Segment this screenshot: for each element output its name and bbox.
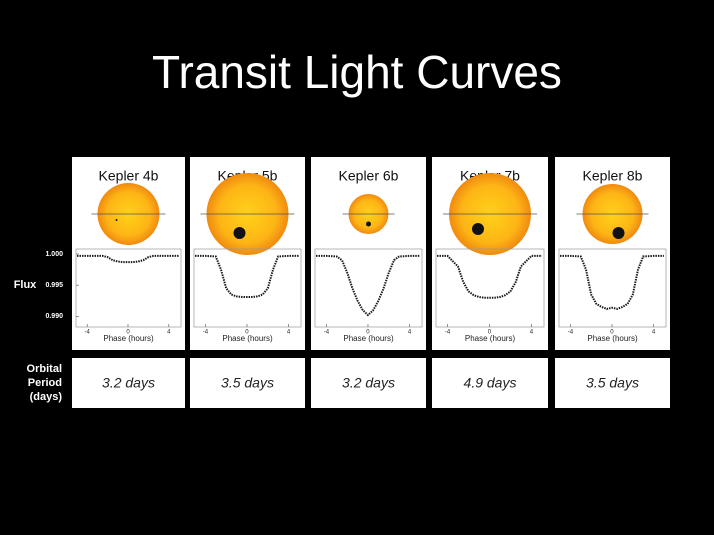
y-tick-label: 1.000 [45,251,63,258]
period-cell [311,358,426,408]
planet [366,221,371,227]
planet [612,227,625,239]
period-label: Period [28,377,62,389]
x-axis-label: Phase (hours) [103,334,154,343]
x-tick-label: 0 [610,330,614,336]
x-tick-label: 0 [126,330,130,336]
orbital-period: 3.5 days [221,375,274,391]
y-tick-label: 0.990 [45,313,63,320]
planet [233,227,246,239]
period-cell [72,358,185,408]
panel [311,157,426,350]
orbital-period: 3.2 days [102,375,155,391]
x-tick-label: 4 [287,330,291,336]
chart-title: Kepler 8b [583,168,643,184]
x-tick-label: -4 [445,330,451,336]
x-tick-label: -4 [568,330,574,336]
light-curve [437,254,542,299]
slide-title: Transit Light Curves [152,46,562,98]
x-tick-label: -4 [85,330,91,336]
light-curve [560,254,664,310]
light-curve [316,254,420,317]
x-tick-label: 0 [245,330,249,336]
planet [472,223,484,235]
light-curve [195,254,299,298]
plot-frame [314,248,423,328]
x-tick-label: -4 [324,330,330,336]
x-tick-label: 4 [652,330,656,336]
x-axis-label: Phase (hours) [587,334,638,343]
planet [115,219,118,221]
x-tick-label: 0 [488,330,492,336]
plot-frame [558,248,667,328]
y-axis-label: Flux [14,279,37,291]
period-label: (days) [30,391,63,403]
y-tick-label: 0.995 [45,282,63,289]
chart-title: Kepler 6b [339,168,399,184]
x-tick-label: 4 [167,330,171,336]
period-cell [432,358,548,408]
plot-frame [193,248,302,328]
x-axis-label: Phase (hours) [343,334,394,343]
x-tick-label: 0 [366,330,370,336]
plot-frame [75,248,182,328]
period-label: Orbital [27,363,62,375]
orbital-period: 3.2 days [342,375,395,391]
orbital-period: 3.5 days [586,375,639,391]
x-axis-label: Phase (hours) [465,334,516,343]
period-cell [190,358,305,408]
x-tick-label: 4 [408,330,412,336]
period-cell [555,358,670,408]
plot-frame [435,248,545,328]
x-tick-label: 4 [530,330,534,336]
light-curve [77,254,179,264]
x-axis-label: Phase (hours) [222,334,273,343]
chart-title: Kepler 4b [99,168,159,184]
x-tick-label: -4 [203,330,209,336]
orbital-period: 4.9 days [464,375,517,391]
